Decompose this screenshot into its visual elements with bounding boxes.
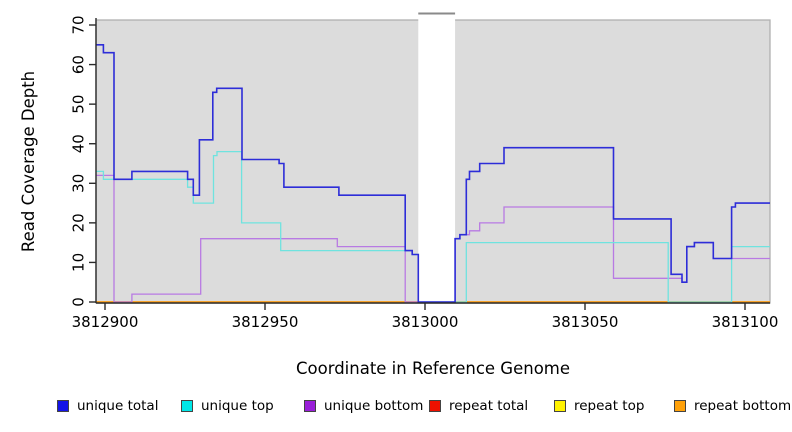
legend-swatch-unique-total (57, 400, 69, 412)
legend-swatch-repeat-bottom (674, 400, 686, 412)
x-axis-label: Coordinate in Reference Genome (296, 359, 570, 378)
series-unique-total-line (96, 44, 770, 303)
legend-label: unique total (77, 398, 159, 414)
legend-item-unique-total: unique total (57, 396, 158, 416)
legend-swatch-repeat-top (554, 400, 566, 412)
y-axis-label: Read Coverage Depth (19, 71, 38, 252)
chart-legend: unique total unique top unique bottom repea… (0, 396, 792, 420)
legend-item-repeat-top: repeat top (554, 396, 644, 416)
legend-label: repeat bottom (694, 398, 792, 414)
legend-label: unique bottom (324, 398, 424, 414)
legend-label: repeat total (449, 398, 529, 414)
y-tick-label: 10 (70, 253, 88, 272)
y-tick-label: 60 (70, 55, 88, 74)
legend-swatch-repeat-total (429, 400, 441, 412)
x-tick-label: 3813000 (392, 313, 459, 331)
series-unique-top-line (96, 150, 770, 303)
x-tick-label: 3813100 (712, 313, 779, 331)
plot-area (95, 12, 771, 304)
legend-label: unique top (201, 398, 274, 414)
y-tick-label: 30 (70, 174, 88, 193)
legend-item-repeat-bottom: repeat bottom (674, 396, 791, 416)
y-tick-label: 50 (70, 95, 88, 114)
y-tick-label: 70 (70, 15, 88, 34)
y-tick-label: 0 (70, 297, 88, 307)
coverage-depth-chart: 0 10 20 30 40 50 60 70 3812900 3812950 3813000 3813… (19, 12, 779, 378)
y-tick-label: 20 (70, 213, 88, 232)
legend-swatch-unique-top (181, 400, 193, 412)
x-tick-label: 3813050 (552, 313, 619, 331)
legend-item-unique-bottom: unique bottom (304, 396, 423, 416)
axes: 0 10 20 30 40 50 60 70 3812900 3812950 3813000 3813… (70, 15, 779, 331)
coverage-gap-band (418, 13, 456, 302)
x-tick-label: 3812950 (232, 313, 299, 331)
legend-item-repeat-total: repeat total (429, 396, 528, 416)
x-tick-label: 3812900 (72, 313, 139, 331)
legend-label: repeat top (574, 398, 645, 414)
legend-item-unique-top: unique top (181, 396, 274, 416)
y-tick-label: 40 (70, 134, 88, 153)
legend-swatch-unique-bottom (304, 400, 316, 412)
